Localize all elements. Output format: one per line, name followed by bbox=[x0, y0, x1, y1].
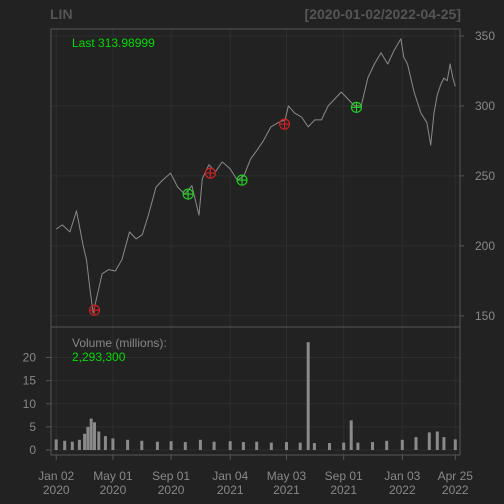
price-tick-label: 200 bbox=[475, 239, 495, 253]
markers bbox=[88, 101, 363, 316]
volume-bar bbox=[63, 440, 67, 451]
volume-bar bbox=[285, 442, 288, 450]
volume-tick-label: 10 bbox=[23, 397, 37, 411]
volume-bar bbox=[70, 441, 74, 450]
volume-tick-label: 20 bbox=[23, 351, 37, 365]
price-tick-label: 250 bbox=[475, 169, 495, 183]
volume-bar bbox=[414, 437, 418, 450]
volume-bar bbox=[103, 436, 107, 450]
x-tick-label-year: 2020 bbox=[100, 483, 127, 497]
x-tick-label-date: Jan 02 bbox=[38, 469, 74, 483]
volume-bar bbox=[183, 442, 187, 450]
volume-bar bbox=[212, 441, 216, 450]
volume-bars bbox=[54, 342, 457, 451]
volume-bar bbox=[86, 426, 90, 450]
volume-bar bbox=[356, 442, 360, 450]
x-tick-label-year: 2022 bbox=[389, 483, 416, 497]
volume-bar bbox=[306, 342, 310, 450]
volume-bar bbox=[435, 431, 439, 450]
price-grid bbox=[51, 29, 460, 327]
x-tick-label-year: 2022 bbox=[442, 483, 469, 497]
volume-bar bbox=[328, 443, 331, 450]
symbol-title: LIN bbox=[50, 6, 73, 22]
volume-bar bbox=[93, 422, 96, 451]
volume-tick-label: 5 bbox=[29, 420, 36, 434]
price-y-axis: 150 200 250 300 350 bbox=[460, 29, 495, 323]
volume-bar bbox=[77, 439, 81, 450]
volume-bar bbox=[453, 439, 457, 450]
x-tick-label-date: May 03 bbox=[267, 469, 307, 483]
signal-marker-green bbox=[236, 174, 248, 186]
volume-tick-label: 15 bbox=[23, 374, 37, 388]
signal-marker-green bbox=[350, 101, 363, 113]
signal-marker-red bbox=[88, 304, 101, 316]
volume-bar bbox=[140, 440, 144, 451]
price-line-group bbox=[55, 38, 456, 314]
volume-bar bbox=[89, 418, 93, 450]
volume-bar bbox=[442, 437, 446, 450]
x-tick-label-year: 2020 bbox=[158, 483, 185, 497]
volume-bar bbox=[255, 441, 259, 450]
volume-bar bbox=[97, 431, 101, 450]
x-tick-label-year: 2021 bbox=[330, 483, 357, 497]
volume-bar bbox=[111, 438, 115, 450]
x-tick-label-date: Apr 25 bbox=[438, 469, 474, 483]
volume-bar bbox=[385, 440, 389, 451]
volume-bar bbox=[228, 441, 232, 450]
volume-bar bbox=[198, 439, 202, 450]
volume-title: Volume (millions): bbox=[72, 336, 167, 350]
x-tick-label-date: Jan 04 bbox=[212, 469, 248, 483]
volume-bar bbox=[371, 442, 374, 450]
volume-bar bbox=[269, 442, 273, 450]
signal-marker-green bbox=[182, 188, 194, 200]
volume-last-value: 2,293,300 bbox=[72, 350, 126, 364]
x-tick-label-date: Sep 01 bbox=[152, 469, 190, 483]
x-tick-label-date: Jan 03 bbox=[384, 469, 420, 483]
volume-bar bbox=[427, 432, 431, 450]
last-price-label: Last 313.98999 bbox=[72, 36, 155, 50]
volume-bar bbox=[169, 441, 173, 450]
volume-bar bbox=[342, 442, 346, 450]
x-tick-label-year: 2020 bbox=[43, 483, 70, 497]
signal-marker-red bbox=[204, 167, 216, 179]
volume-bar bbox=[312, 443, 316, 450]
volume-bar bbox=[298, 442, 302, 450]
price-tick-label: 150 bbox=[475, 309, 495, 323]
x-tick-label-date: May 01 bbox=[93, 469, 133, 483]
price-line bbox=[55, 38, 456, 314]
price-tick-label: 350 bbox=[475, 29, 495, 43]
volume-panel-frame bbox=[50, 326, 461, 456]
volume-bar bbox=[126, 439, 130, 450]
x-tick-label-year: 2021 bbox=[217, 483, 244, 497]
x-tick-label-year: 2021 bbox=[273, 483, 300, 497]
volume-bar bbox=[400, 439, 404, 450]
signal-marker-red bbox=[278, 118, 291, 130]
volume-bar bbox=[54, 439, 58, 450]
price-tick-label: 300 bbox=[475, 99, 495, 113]
x-tick-label-date: Sep 01 bbox=[325, 469, 363, 483]
volume-y-axis: 0 5 10 15 20 bbox=[23, 351, 51, 457]
volume-bar bbox=[83, 433, 87, 450]
date-range-title: [2020-01-02/2022-04-25] bbox=[305, 6, 461, 22]
volume-bar bbox=[155, 441, 159, 450]
volume-bar bbox=[241, 442, 245, 450]
volume-tick-label: 0 bbox=[29, 443, 36, 457]
volume-bar bbox=[349, 420, 353, 450]
